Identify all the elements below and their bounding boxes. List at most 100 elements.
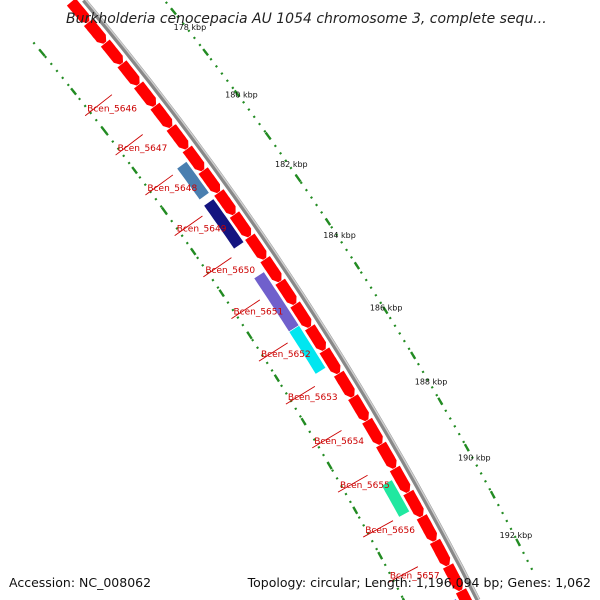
gene-label: Bcen_5649 [177, 225, 227, 235]
kbp-label: 182 kbp [275, 160, 308, 169]
outer-major-tick [300, 417, 307, 426]
gene-label-leader [285, 385, 316, 405]
cds-arrow [289, 300, 312, 330]
outer-major-tick [100, 126, 108, 135]
cds-arrow [149, 101, 174, 130]
inner-major-tick [170, 7, 177, 16]
kbp-label: 180 kbp [225, 91, 258, 100]
feature-track [176, 160, 457, 600]
inner-major-tick [264, 131, 272, 140]
gene-label: Bcen_5656 [365, 526, 415, 536]
map-title: Burkholderia cenocepacia AU 1054 chromos… [66, 11, 547, 27]
inner-major-tick [463, 443, 470, 452]
outer-major-tick [70, 87, 78, 96]
cds-arrow [213, 188, 237, 218]
inner-major-tick [294, 174, 302, 183]
cds-arrow [133, 80, 157, 109]
outer-major-tick [326, 461, 333, 470]
topology-label: Topology: circular; Length: 1,196,094 bp… [247, 575, 591, 590]
cds-arrow [388, 464, 411, 496]
cds-arrow [66, 0, 91, 25]
gene-label-leader [312, 430, 342, 449]
cds-arrow [116, 59, 141, 88]
inner-major-tick [353, 261, 361, 270]
backbone-highlight [84, 0, 480, 600]
cds-arrow [274, 277, 298, 308]
feature-box [203, 198, 245, 250]
inner-major-tick [437, 397, 444, 406]
cds-arrow [165, 123, 190, 152]
gene-label: Bcen_5648 [147, 184, 197, 194]
gene-label: Bcen_5657 [390, 572, 440, 582]
inner-major-tick [382, 306, 389, 315]
cds-arrow [429, 537, 451, 569]
outer-major-tick [352, 506, 359, 515]
kbp-label: 186 kbp [370, 303, 403, 312]
gene-label-leader [231, 299, 261, 320]
cds-arrow [347, 393, 370, 424]
gene-label: Bcen_5647 [118, 144, 168, 154]
gene-label: Bcen_5650 [205, 266, 255, 276]
cds-arrow [244, 232, 268, 262]
cds-arrow [361, 416, 384, 448]
outer-major-tick [38, 49, 46, 57]
cds-arrow [318, 346, 342, 377]
cds-arrow [375, 440, 398, 472]
cds-arrow [455, 587, 473, 600]
inner-major-tick [410, 351, 417, 360]
accession-label: Accession: NC_008062 [9, 575, 151, 590]
kbp-label: 192 kbp [500, 531, 533, 540]
gene-labels: Bcen_5646 Bcen_5647 Bcen_5648 Bcen_5649 Bcen… [84, 94, 440, 584]
gene-label: Bcen_5653 [288, 393, 338, 403]
cds-arrow [99, 38, 124, 67]
outer-major-tick [218, 289, 225, 298]
cds-arrow [259, 255, 283, 285]
inner-major-tick [202, 48, 210, 57]
cds-arrow [442, 562, 464, 594]
cds-arrow [304, 323, 327, 354]
gene-label-leader [145, 174, 174, 196]
outer-major-tick [401, 597, 406, 600]
gene-label-leader [258, 342, 288, 362]
gene-label-leader [203, 257, 232, 278]
cds-arrow [402, 488, 425, 520]
cds-arrow [83, 17, 108, 46]
cds-arrow [181, 144, 205, 174]
outer-major-tick [377, 551, 384, 560]
kbp-label: 184 kbp [323, 231, 356, 240]
inner-major-tick [233, 89, 241, 98]
backbone [82, 0, 481, 600]
scale-ticks [32, 0, 535, 600]
feature-box [288, 324, 327, 375]
inner-scale-line [162, 0, 535, 573]
inner-major-tick [489, 490, 496, 499]
backbone-line [82, 0, 481, 600]
outer-major-tick [160, 206, 168, 215]
outer-major-tick [273, 374, 280, 383]
gene-label-leader [363, 520, 394, 538]
outer-major-tick [189, 247, 197, 256]
feature-box [381, 479, 411, 518]
feature-box [176, 160, 210, 201]
gene-label-leader [115, 134, 143, 156]
gene-label-leader [387, 566, 419, 584]
gene-label: Bcen_5654 [314, 437, 364, 447]
cds-arrow [197, 166, 221, 196]
outer-major-tick [131, 166, 138, 175]
cds-track [66, 0, 473, 600]
gene-label-leader [337, 474, 368, 493]
inner-major-tick [324, 217, 332, 226]
inner-major-tick [515, 538, 522, 547]
gene-label-leader [174, 215, 203, 237]
outer-major-tick [246, 331, 253, 340]
cds-arrow [415, 513, 438, 545]
gene-label: Bcen_5646 [87, 105, 137, 115]
outer-scale-line [32, 41, 406, 600]
gene-label: Bcen_5651 [233, 308, 283, 318]
kbp-label: 178 kbp [174, 23, 207, 32]
cds-arrow [228, 210, 252, 240]
gene-label: Bcen_5655 [340, 481, 390, 491]
kbp-label: 188 kbp [415, 378, 448, 387]
